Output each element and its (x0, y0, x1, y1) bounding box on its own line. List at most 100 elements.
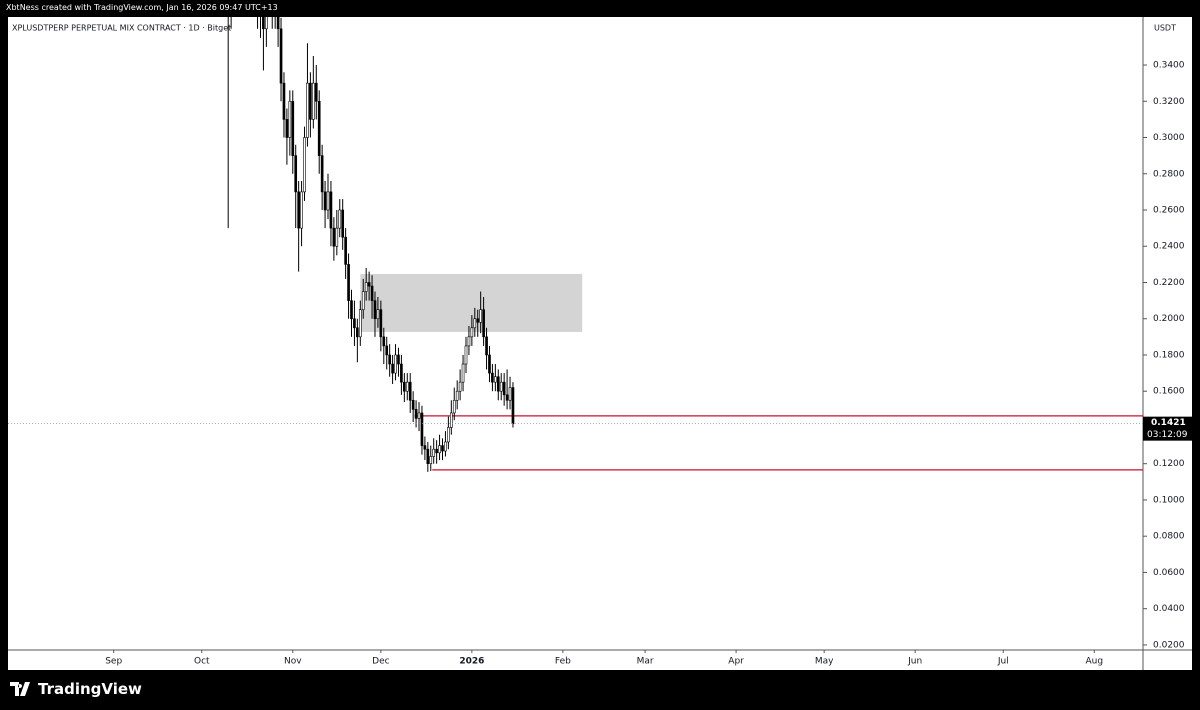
candle-body (326, 191, 330, 211)
candle-body (320, 155, 324, 193)
y-tick-label: 0.2000 (1153, 314, 1185, 324)
brand-name: TradingView (38, 680, 142, 698)
candle-body (303, 137, 306, 193)
candle-body (491, 372, 494, 383)
x-tick-label: Feb (555, 657, 571, 667)
candle-body (508, 387, 512, 401)
candle-body (485, 336, 488, 356)
candle-body (473, 318, 477, 329)
candle-body (426, 448, 430, 465)
candle-body (494, 376, 497, 383)
y-tick-label: 0.1600 (1153, 387, 1185, 397)
candle-body (376, 309, 380, 320)
candle-body (417, 412, 421, 419)
candle-body (511, 387, 515, 424)
candle-body (470, 327, 474, 338)
candle-body (361, 291, 365, 310)
candle-body (259, 0, 261, 11)
candle-body (353, 318, 356, 329)
chart-title: XPLUSDTPERP PERPETUAL MIX CONTRACT · 1D … (12, 24, 231, 33)
candle-body (438, 445, 441, 454)
y-tick-label: 0.3400 (1153, 61, 1185, 71)
x-tick-label: Oct (194, 657, 210, 667)
candle-body (276, 17, 280, 30)
last-price-label: 0.1421 (1151, 418, 1186, 428)
y-tick-label: 0.0800 (1153, 532, 1185, 542)
candle-body (341, 209, 345, 238)
candle-body (432, 448, 436, 457)
candle-body (444, 441, 447, 452)
candle-body (382, 336, 386, 347)
candle-body (347, 264, 350, 301)
candle-body (314, 82, 318, 102)
candle-body (285, 119, 289, 138)
candle-body (332, 227, 336, 247)
x-tick-label: Nov (284, 657, 302, 667)
candle-body (300, 191, 303, 229)
candle-body (505, 394, 509, 401)
y-tick-label: 0.2800 (1153, 169, 1185, 179)
candle-body (488, 354, 491, 374)
candle-body (306, 82, 309, 138)
candle-body (405, 381, 409, 392)
candle-body (496, 376, 500, 392)
candle-body (291, 100, 295, 156)
candle-body (350, 300, 353, 320)
candle-body (458, 381, 462, 392)
candle-body (385, 345, 389, 356)
y-tick-label: 0.0400 (1153, 604, 1185, 614)
chart-background (8, 17, 1192, 670)
candle-body (312, 82, 315, 120)
x-tick-label: 2026 (459, 657, 484, 667)
candle-body (271, 0, 273, 11)
candle-body (329, 191, 333, 229)
candle-body (435, 448, 438, 454)
x-tick-label: Jul (997, 657, 1009, 667)
brand-logo (10, 682, 30, 696)
candle-body (397, 354, 400, 365)
x-tick-label: Dec (372, 657, 389, 667)
candle-body (323, 191, 327, 211)
candle-body (262, 17, 265, 30)
candle-body (373, 300, 377, 320)
candle-body (464, 345, 468, 365)
candle-body (317, 100, 321, 156)
candle-body (394, 354, 397, 374)
y-tick-label: 0.1000 (1153, 495, 1185, 505)
candle-body (367, 282, 371, 287)
y-tick-label: 0.0600 (1153, 568, 1185, 578)
candle-body (391, 363, 394, 374)
candle-body (502, 381, 506, 396)
x-tick-label: Mar (637, 657, 654, 667)
candle-body (364, 282, 368, 292)
candle-body (370, 285, 374, 301)
y-tick-label: 0.3200 (1153, 97, 1185, 107)
candle-body (423, 445, 427, 450)
zone (360, 273, 583, 332)
candle-body (461, 363, 465, 383)
candle-body (335, 227, 339, 247)
chart: XPLUSDTPERP PERPETUAL MIX CONTRACT · 1D … (8, 0, 1192, 670)
candle-body (408, 381, 412, 401)
y-tick-label: 0.3000 (1153, 133, 1185, 143)
candle-body (388, 354, 391, 365)
candle-body (379, 309, 383, 338)
candle-body (294, 155, 298, 193)
brand: TradingView (10, 680, 142, 698)
y-tick-label: 0.1200 (1153, 459, 1185, 469)
candle-body (358, 309, 362, 338)
currency-label: USDT (1154, 24, 1176, 33)
candle-body (338, 209, 342, 229)
x-tick-label: Aug (1085, 657, 1103, 667)
x-tick-label: May (815, 657, 834, 667)
candle-body (274, 0, 276, 11)
candle-body (452, 399, 456, 414)
x-tick-label: Jun (907, 657, 922, 667)
candle-body (356, 327, 359, 338)
y-tick-label: 0.2200 (1153, 278, 1185, 288)
candle-body (429, 456, 433, 465)
candle-body (400, 363, 403, 383)
candle-body (447, 427, 450, 443)
y-tick-label: 0.1800 (1153, 350, 1185, 360)
